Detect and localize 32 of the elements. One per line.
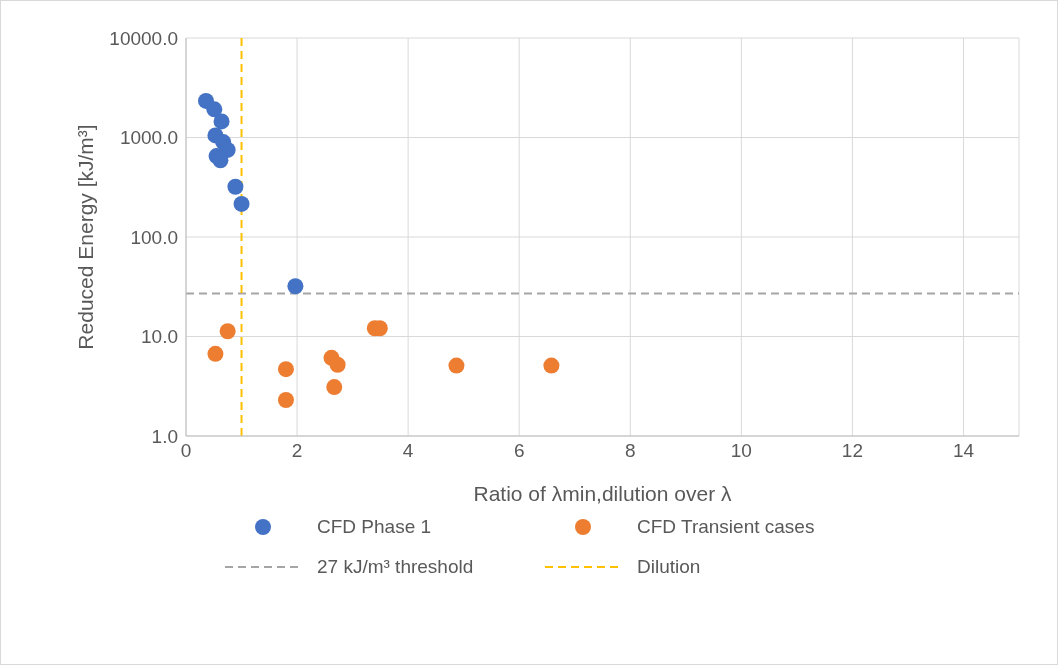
point	[543, 357, 560, 374]
y-tick-label: 10.0	[141, 326, 178, 348]
point	[287, 278, 304, 295]
x-tick-label: 10	[730, 440, 752, 462]
point	[329, 356, 346, 373]
x-tick-label: 2	[291, 440, 303, 462]
text: CFD Phase 1	[317, 516, 433, 538]
legend-label: 27 kJ/m³ threshold	[317, 556, 475, 578]
y-axis-title: Reduced Energy [kJ/m³]	[74, 124, 98, 350]
y-tick-label: 100.0	[130, 226, 178, 248]
point	[233, 195, 250, 212]
point	[219, 323, 236, 340]
point	[277, 392, 294, 409]
point	[213, 113, 230, 130]
y-tick-label: 1000.0	[119, 127, 178, 149]
point	[206, 101, 223, 118]
point	[277, 361, 294, 378]
point	[207, 345, 224, 362]
y-tick-label: 10000.0	[109, 27, 178, 49]
x-tick-label: 6	[513, 440, 525, 462]
x-axis-title: Ratio of λmin,dilution over λ	[473, 482, 732, 505]
text: CFD Transient cases	[637, 516, 816, 538]
legend-label: Dilution	[637, 556, 702, 578]
point	[326, 379, 343, 396]
x-tick-label: 14	[952, 440, 975, 462]
point	[227, 178, 244, 195]
x-tick-label: 8	[624, 440, 636, 462]
x-tick-label: 12	[841, 440, 863, 462]
y-tick-label: 1.0	[151, 425, 178, 447]
x-tick-label: 4	[402, 440, 414, 462]
point	[448, 357, 465, 374]
x-tick-label: 0	[180, 440, 192, 462]
